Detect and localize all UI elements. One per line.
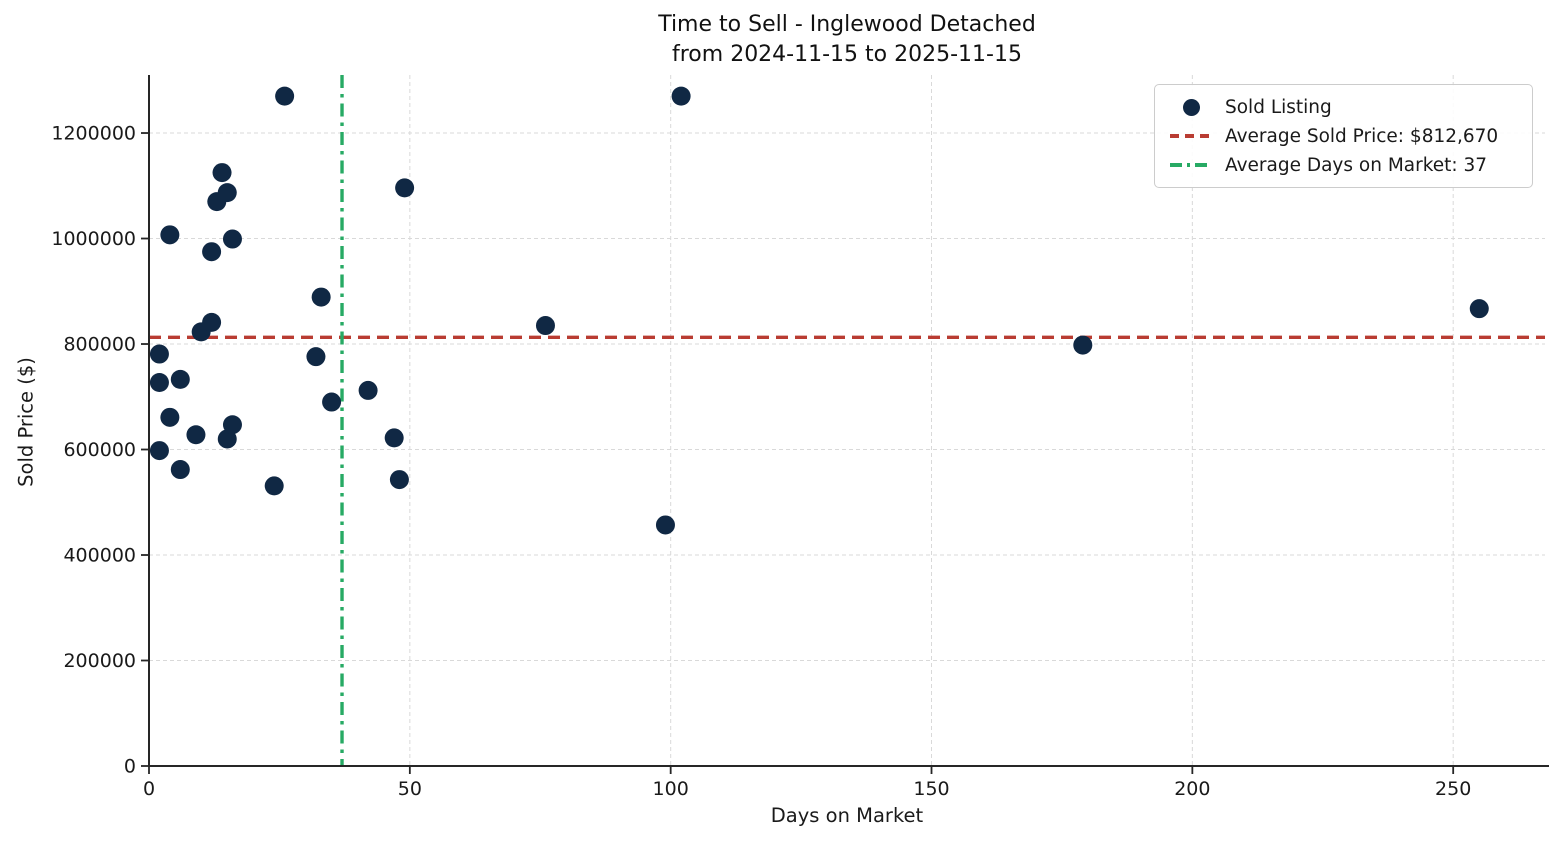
scatter-point (222, 415, 242, 435)
scatter-point (160, 407, 180, 427)
scatter-point (655, 515, 675, 535)
x-tick-label: 150 (913, 778, 949, 800)
legend-item-average-days-on-market: Average Days on Market: 37 (1165, 152, 1522, 178)
y-tick-label: 200000 (63, 650, 136, 672)
legend-marker-cell (1165, 163, 1217, 167)
scatter-point (202, 242, 222, 262)
legend-item-label: Sold Listing (1225, 96, 1332, 118)
scatter-point (149, 373, 169, 393)
x-tick-label: 250 (1435, 778, 1471, 800)
scatter-point (170, 369, 190, 389)
scatter-point (389, 470, 409, 490)
scatter-point (306, 347, 326, 367)
scatter-point (311, 287, 331, 307)
scatter-point (149, 441, 169, 461)
scatter-point (222, 229, 242, 249)
avg-price-line-icon (1170, 134, 1212, 138)
sold-listing-marker-icon (1182, 98, 1200, 116)
y-tick-label: 800000 (63, 334, 136, 356)
y-tick-label: 1200000 (51, 123, 136, 145)
scatter-point (170, 460, 190, 480)
legend-marker-cell (1165, 134, 1217, 138)
x-tick-label: 50 (398, 778, 422, 800)
legend-item-label: Average Sold Price: $812,670 (1225, 125, 1499, 147)
legend: Sold Listing Average Sold Price: $812,67… (1154, 84, 1533, 188)
x-axis-label: Days on Market (770, 804, 924, 827)
scatter-point (1469, 299, 1489, 319)
scatter-point (395, 178, 415, 198)
scatter-point (217, 183, 237, 203)
scatter-point (322, 392, 342, 412)
x-tick-label: 200 (1174, 778, 1210, 800)
legend-item-average-sold-price: Average Sold Price: $812,670 (1165, 123, 1522, 149)
legend-item-label: Average Days on Market: 37 (1225, 154, 1488, 176)
scatter-point (186, 425, 206, 445)
y-axis-label: Sold Price ($) (14, 357, 38, 487)
scatter-point (149, 344, 169, 364)
legend-item-sold-listing: Sold Listing (1165, 94, 1522, 120)
scatter-point (264, 476, 284, 496)
chart-title: Time to Sell - Inglewood Detached (658, 12, 1036, 37)
chart-subtitle: from 2024-11-15 to 2025-11-15 (672, 42, 1022, 67)
scatter-point (217, 429, 237, 449)
y-tick-label: 400000 (63, 545, 136, 567)
x-tick-label: 100 (653, 778, 689, 800)
scatter-point (212, 163, 232, 183)
scatter-point (1073, 335, 1093, 355)
scatter-point (358, 380, 378, 400)
avg-days-line-icon (1170, 163, 1212, 167)
y-tick-label: 1000000 (51, 228, 136, 250)
y-tick-label: 600000 (63, 439, 136, 461)
scatter-point (160, 225, 180, 245)
scatter-point (671, 86, 691, 106)
legend-marker-cell (1165, 98, 1217, 116)
scatter-point (535, 316, 555, 336)
y-tick-label: 0 (124, 756, 136, 778)
scatter-point (384, 428, 404, 448)
x-tick-label: 0 (143, 778, 155, 800)
scatter-point (202, 312, 222, 332)
chart-title-block: Time to Sell - Inglewood Detached from 2… (149, 10, 1545, 70)
scatter-point (275, 86, 295, 106)
